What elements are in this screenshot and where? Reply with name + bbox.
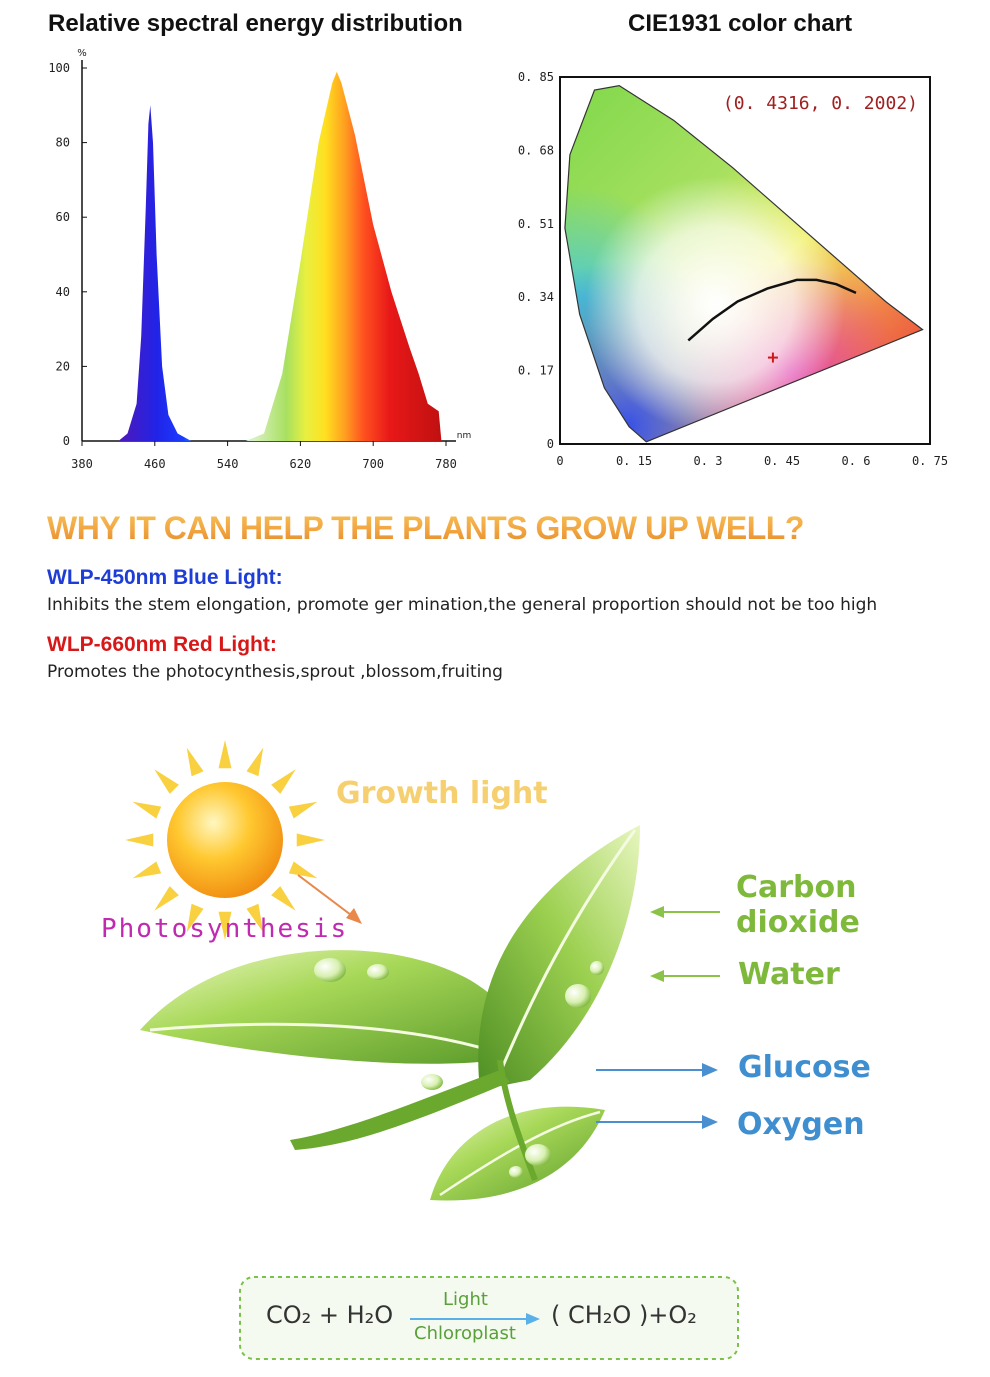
reaction-arrow-icon bbox=[410, 1313, 540, 1325]
glucose-label: Glucose bbox=[738, 1050, 871, 1085]
cie-y-tick-label: 0. 17 bbox=[518, 364, 554, 378]
cie-y-tick-label: 0. 34 bbox=[518, 290, 554, 304]
cie-x-tick-label: 0. 3 bbox=[694, 454, 723, 468]
y-tick-label: 60 bbox=[56, 210, 70, 224]
oxygen-label: Oxygen bbox=[737, 1107, 865, 1142]
sun-ray bbox=[132, 801, 162, 819]
spectrum-area bbox=[118, 71, 442, 441]
oxygen-arrow-icon bbox=[596, 1115, 718, 1129]
planckian-locus bbox=[687, 278, 857, 342]
x-tick-label: 780 bbox=[435, 457, 457, 471]
water-arrow-icon bbox=[650, 970, 720, 982]
y-tick-label: 100 bbox=[48, 61, 70, 75]
cie-chart-title: CIE1931 color chart bbox=[628, 10, 853, 37]
spectrum-chart: 0 20 40 60 80 100 380 460 540 620 700 780% nm bbox=[48, 48, 471, 471]
sun-ray bbox=[271, 886, 296, 911]
sun-ray bbox=[154, 769, 179, 794]
x-tick-label: 700 bbox=[362, 457, 384, 471]
x-tick-label: 380 bbox=[71, 457, 93, 471]
cie-x-tick-label: 0. 15 bbox=[616, 454, 652, 468]
water-droplets bbox=[314, 958, 604, 1178]
sunlight-arrow-icon bbox=[297, 874, 362, 924]
sun-ray bbox=[154, 886, 179, 911]
y-tick-label: 20 bbox=[56, 359, 70, 373]
carbon-label: Carbon bbox=[736, 870, 857, 905]
water-label: Water bbox=[738, 957, 840, 992]
dioxide-label: dioxide bbox=[736, 905, 860, 940]
sun-ray bbox=[246, 747, 264, 777]
sun-ray bbox=[186, 903, 204, 933]
y-tick-label: 80 bbox=[56, 136, 70, 150]
photosynthesis-label: Photosynthesis bbox=[101, 914, 349, 944]
chromaticity-point-marker bbox=[767, 352, 778, 363]
blue-light-title: WLP-450nm Blue Light: bbox=[47, 566, 283, 589]
cie-x-tick-label: 0. 6 bbox=[842, 454, 871, 468]
headline: WHY IT CAN HELP THE PLANTS GROW UP WELL? bbox=[47, 510, 804, 546]
x-axis-unit: nm bbox=[457, 431, 471, 441]
formula-chloroplast-label: Chloroplast bbox=[414, 1323, 516, 1344]
sun-ray bbox=[288, 861, 318, 879]
cie-chart: (0. 4316, 0. 2002) 0 0. 17 0. 34 0. 51 0. 68… bbox=[518, 70, 948, 468]
cie-y-tick-label: 0 bbox=[547, 437, 554, 451]
y-tick-label: 40 bbox=[56, 285, 70, 299]
sun-ray bbox=[125, 833, 154, 847]
sun-ray bbox=[186, 747, 204, 777]
cie-x-tick-label: 0 bbox=[556, 454, 563, 468]
x-tick-label: 460 bbox=[144, 457, 166, 471]
sun-ray bbox=[218, 740, 232, 769]
leaf-icon bbox=[140, 825, 640, 1201]
y-tick-label: 0 bbox=[63, 434, 70, 448]
red-light-title: WLP-660nm Red Light: bbox=[47, 633, 277, 656]
cie-x-tick-label: 0. 45 bbox=[764, 454, 800, 468]
chromaticity-point-label: (0. 4316, 0. 2002) bbox=[723, 93, 918, 114]
x-tick-label: 540 bbox=[217, 457, 239, 471]
x-tick-label: 620 bbox=[290, 457, 312, 471]
formula-reactants: CO₂ + H₂O bbox=[266, 1301, 394, 1329]
cie-y-tick-label: 0. 85 bbox=[518, 70, 554, 84]
cie-spectral-locus bbox=[564, 84, 924, 443]
cie-plot-frame bbox=[559, 76, 931, 445]
sun-ray bbox=[132, 861, 162, 879]
sun-ray bbox=[218, 911, 232, 940]
cie-color-region bbox=[564, 85, 923, 442]
cie-x-tick-label: 0. 75 bbox=[912, 454, 948, 468]
glucose-arrow-icon bbox=[596, 1063, 718, 1077]
sun-ray bbox=[246, 903, 264, 933]
spectrum-chart-title: Relative spectral energy distribution bbox=[48, 10, 463, 37]
formula-light-label: Light bbox=[443, 1289, 488, 1310]
blue-light-description: Inhibits the stem elongation, promote ge… bbox=[47, 595, 878, 615]
cie-y-tick-label: 0. 51 bbox=[518, 217, 554, 231]
photosynthesis-illustration bbox=[125, 740, 739, 1360]
sun-ray bbox=[288, 801, 318, 819]
formula-products: ( CH₂O )+O₂ bbox=[551, 1301, 697, 1329]
sun-icon bbox=[125, 740, 325, 940]
sun-ray bbox=[296, 833, 325, 847]
y-axis-unit: % bbox=[77, 48, 87, 59]
sun-ray bbox=[271, 769, 296, 794]
carbon-dioxide-arrow-icon bbox=[650, 906, 720, 918]
red-light-description: Promotes the photocynthesis,sprout ,blos… bbox=[47, 662, 503, 682]
cie-y-tick-label: 0. 68 bbox=[518, 143, 554, 157]
growth-light-label: Growth light bbox=[336, 776, 548, 811]
